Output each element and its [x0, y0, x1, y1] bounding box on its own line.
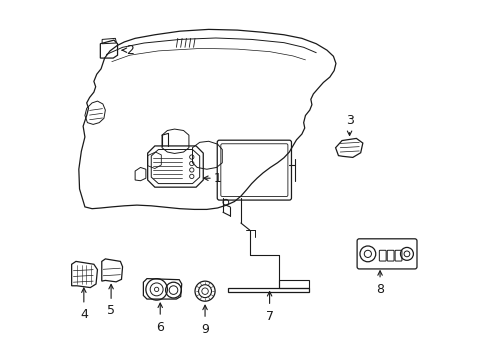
- Text: 1: 1: [213, 172, 221, 185]
- Text: 4: 4: [80, 308, 88, 321]
- Text: 5: 5: [107, 305, 115, 318]
- Text: 2: 2: [126, 44, 134, 57]
- Text: 7: 7: [265, 310, 273, 323]
- Text: 6: 6: [156, 320, 164, 334]
- Text: 8: 8: [375, 283, 383, 296]
- Text: 3: 3: [345, 114, 353, 127]
- Text: 9: 9: [201, 323, 208, 336]
